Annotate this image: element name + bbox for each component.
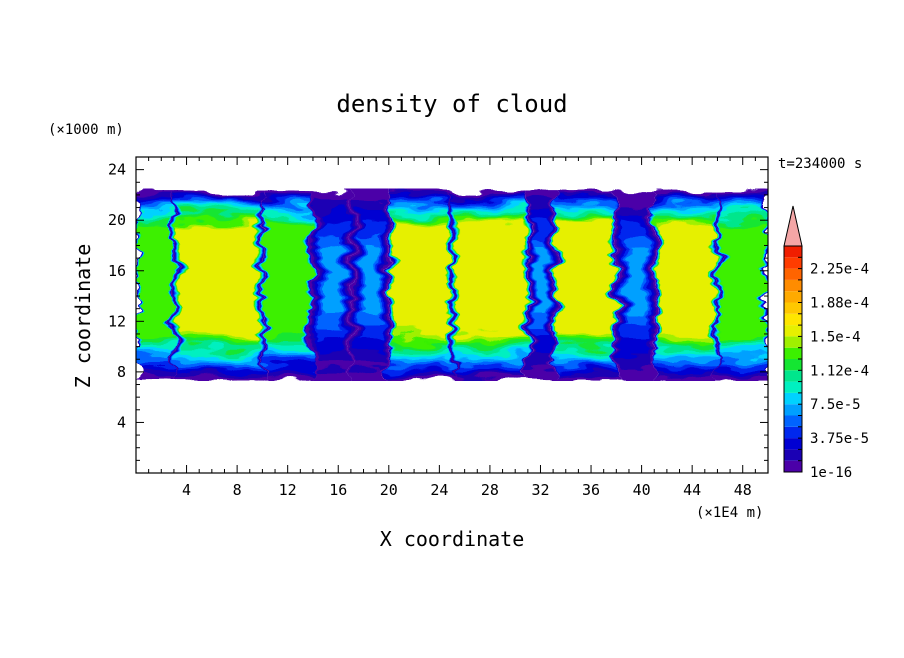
colorbar-swatch <box>784 347 802 359</box>
density-band <box>138 224 172 336</box>
colorbar-swatch <box>784 460 802 472</box>
colorbar-swatch <box>784 325 802 337</box>
colorbar-swatch <box>784 392 802 405</box>
density-peak-band <box>396 270 445 322</box>
y-axis-label: Z coordinate <box>71 244 95 389</box>
density-column <box>350 188 389 381</box>
colorbar-swatch <box>784 313 802 326</box>
time-label: t=234000 s <box>778 156 862 172</box>
density-peak-band <box>181 270 255 322</box>
density-column <box>616 188 655 381</box>
density-band <box>535 247 546 314</box>
cloud-density-field <box>136 188 768 381</box>
density-column <box>527 188 554 381</box>
x-tick-label: 32 <box>531 481 549 499</box>
density-column <box>262 188 313 381</box>
density-band <box>721 224 765 336</box>
colorbar-swatch <box>784 336 802 348</box>
x-axis-unit: (×1E4 m) <box>696 505 763 521</box>
colorbar-swatch <box>784 426 802 439</box>
density-peak-band <box>661 270 710 322</box>
colorbar-swatch <box>784 438 802 450</box>
colorbar-extend-arrow <box>783 205 803 247</box>
colorbar: 1e-16 3.75e-5 7.5e-5 1.12e-4 1.5e-4 1.88e-4 2.… <box>783 205 869 481</box>
density-band <box>266 224 310 336</box>
colorbar-swatch <box>784 370 802 382</box>
colorbar-swatch <box>784 257 802 269</box>
y-tick-label: 4 <box>117 413 126 431</box>
x-tick-label: 36 <box>582 481 600 499</box>
y-tick-label: 16 <box>108 262 126 280</box>
x-tick-label: 20 <box>380 481 398 499</box>
y-tick-label: 20 <box>108 211 126 229</box>
x-tick-label: 16 <box>329 481 347 499</box>
x-tick-label: 28 <box>481 481 499 499</box>
colorbar-label: 2.25e-4 <box>810 262 869 278</box>
colorbar-label: 3.75e-5 <box>810 431 869 447</box>
chart-title: density of cloud <box>336 90 567 118</box>
y-tick-label: 12 <box>108 312 126 330</box>
density-column <box>717 188 768 381</box>
colorbar-swatch <box>784 449 802 461</box>
colorbar-label: 1.5e-4 <box>810 329 861 345</box>
x-axis-ticks: 4 8 12 16 20 24 28 32 36 40 44 48 <box>148 157 756 499</box>
colorbar-swatch <box>784 415 802 427</box>
colorbar-swatch <box>784 246 802 258</box>
x-tick-label: 48 <box>734 481 752 499</box>
colorbar-swatch <box>784 268 802 280</box>
colorbar-label: 1e-16 <box>810 465 852 481</box>
y-axis-unit: (×1000 m) <box>48 122 124 138</box>
density-column <box>136 188 174 381</box>
colorbar-swatch <box>784 302 802 314</box>
colorbar-label: 1.12e-4 <box>810 363 869 379</box>
colorbar-label: 1.88e-4 <box>810 296 869 312</box>
x-axis-label: X coordinate <box>380 527 525 551</box>
colorbar-swatch <box>784 279 802 292</box>
y-tick-label: 24 <box>108 161 126 179</box>
colorbar-swatch <box>784 381 802 393</box>
density-peak-layer <box>181 270 710 322</box>
density-peak-band <box>459 270 521 322</box>
x-tick-label: 4 <box>182 481 191 499</box>
y-axis-ticks: 4 8 12 16 20 24 <box>108 161 768 461</box>
colorbar-swatch <box>784 291 802 303</box>
x-tick-label: 12 <box>279 481 297 499</box>
density-band <box>361 247 378 314</box>
density-peak-band <box>560 270 609 322</box>
density-column <box>312 188 351 381</box>
y-tick-label: 8 <box>117 363 126 381</box>
x-tick-label: 40 <box>633 481 651 499</box>
density-band <box>324 247 340 314</box>
colorbar-swatch <box>784 404 802 416</box>
colorbar-label: 7.5e-5 <box>810 397 861 413</box>
x-tick-label: 8 <box>233 481 242 499</box>
colorbar-swatch <box>784 359 802 371</box>
x-tick-label: 24 <box>430 481 448 499</box>
x-tick-label: 44 <box>683 481 701 499</box>
density-band <box>627 247 644 314</box>
